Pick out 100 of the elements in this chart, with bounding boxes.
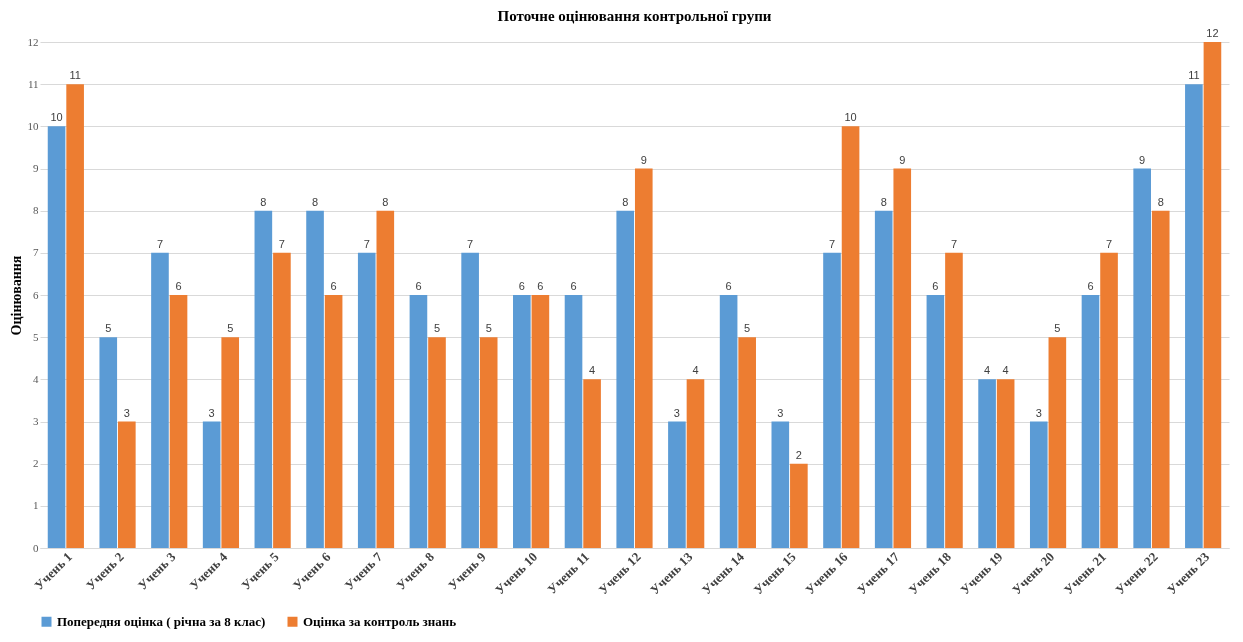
legend-label: Оцінка за контроль знань (303, 613, 457, 629)
bar (893, 168, 912, 548)
data-label: 10 (844, 111, 857, 124)
data-label: 6 (518, 280, 525, 292)
bar (564, 295, 583, 548)
data-label: 4 (589, 364, 596, 377)
bar (945, 252, 963, 548)
y-tick-label: 9 (33, 162, 39, 174)
bar (428, 337, 446, 548)
data-label: 7 (1105, 237, 1113, 250)
data-label: 2 (795, 448, 802, 461)
bar (273, 252, 291, 548)
data-label: 12 (1206, 27, 1219, 39)
bar (461, 252, 479, 548)
data-label: 9 (1139, 153, 1146, 166)
data-label: 9 (640, 153, 647, 166)
bar (357, 252, 376, 548)
y-tick-label: 12 (27, 35, 39, 48)
data-label: 10 (50, 111, 63, 124)
data-label: 11 (1188, 69, 1200, 82)
data-label: 11 (69, 69, 81, 82)
bar (118, 421, 136, 548)
data-label: 4 (692, 364, 699, 377)
data-label: 5 (1054, 322, 1061, 335)
bar (1100, 252, 1118, 548)
bar (376, 210, 395, 548)
bar (409, 295, 428, 548)
data-label: 8 (622, 195, 629, 208)
data-label: 6 (1087, 280, 1094, 292)
bar (583, 379, 601, 548)
bar (324, 295, 343, 548)
bar (1203, 42, 1222, 548)
data-label: 3 (777, 406, 784, 419)
bar (202, 421, 221, 548)
data-label: 8 (311, 195, 319, 208)
bar (151, 252, 169, 548)
data-label: 3 (1035, 406, 1042, 419)
bar (719, 295, 738, 548)
bar (1048, 337, 1067, 548)
data-label: 7 (950, 237, 958, 250)
data-label: 8 (880, 195, 887, 208)
data-label: 7 (363, 237, 370, 250)
y-tick-label: 11 (27, 77, 39, 90)
bar (978, 379, 996, 548)
data-label: 6 (415, 280, 422, 292)
bar (1029, 421, 1048, 548)
data-label: 3 (123, 406, 130, 419)
data-label: 8 (1157, 195, 1164, 208)
bar (254, 210, 273, 548)
bar (634, 168, 653, 548)
y-tick-label: 1 (33, 499, 39, 512)
bar (1081, 295, 1100, 548)
data-label: 5 (744, 322, 751, 335)
bar (1185, 84, 1203, 548)
data-label: 6 (537, 280, 544, 292)
data-label: 4 (1002, 364, 1009, 377)
bar (841, 126, 860, 548)
bar (513, 295, 531, 548)
data-label: 4 (984, 364, 991, 377)
data-label: 6 (725, 280, 732, 292)
bar (996, 379, 1015, 548)
data-label: 8 (260, 195, 267, 208)
bar (99, 337, 118, 548)
data-label: 5 (485, 322, 492, 335)
y-tick-label: 10 (27, 119, 39, 132)
data-label: 8 (382, 195, 389, 208)
bar (926, 295, 945, 548)
data-label: 7 (828, 237, 836, 250)
data-label: 3 (208, 406, 215, 419)
bar (306, 210, 324, 548)
y-tick-label: 0 (33, 541, 39, 554)
bar (771, 421, 790, 548)
chart-title: Поточне оцінювання контрольної групи (497, 8, 772, 24)
bar (738, 337, 756, 548)
y-tick-label: 3 (33, 415, 39, 427)
bar (66, 84, 84, 548)
bar (1133, 168, 1151, 548)
data-label: 7 (467, 237, 474, 250)
y-tick-label: 6 (33, 288, 39, 301)
bar (686, 379, 705, 548)
data-label: 6 (932, 280, 939, 292)
data-label: 7 (278, 237, 285, 250)
bar (47, 126, 66, 548)
data-label: 3 (673, 406, 680, 419)
bar (531, 295, 550, 548)
data-label: 5 (433, 322, 441, 335)
legend-label: Попередня оцінка ( річна за 8 клас) (57, 613, 266, 629)
data-label: 5 (105, 322, 112, 335)
bar (1151, 210, 1170, 548)
bar (790, 463, 808, 548)
data-label: 5 (227, 322, 234, 335)
y-tick-label: 5 (33, 330, 39, 343)
data-label: 6 (570, 280, 577, 292)
bar (169, 295, 188, 548)
bar (823, 252, 841, 548)
y-tick-label: 8 (33, 204, 39, 217)
data-label: 9 (899, 153, 906, 166)
y-axis-title: Оцінювання (8, 255, 24, 336)
data-label: 6 (330, 280, 337, 292)
y-tick-label: 4 (33, 372, 39, 385)
